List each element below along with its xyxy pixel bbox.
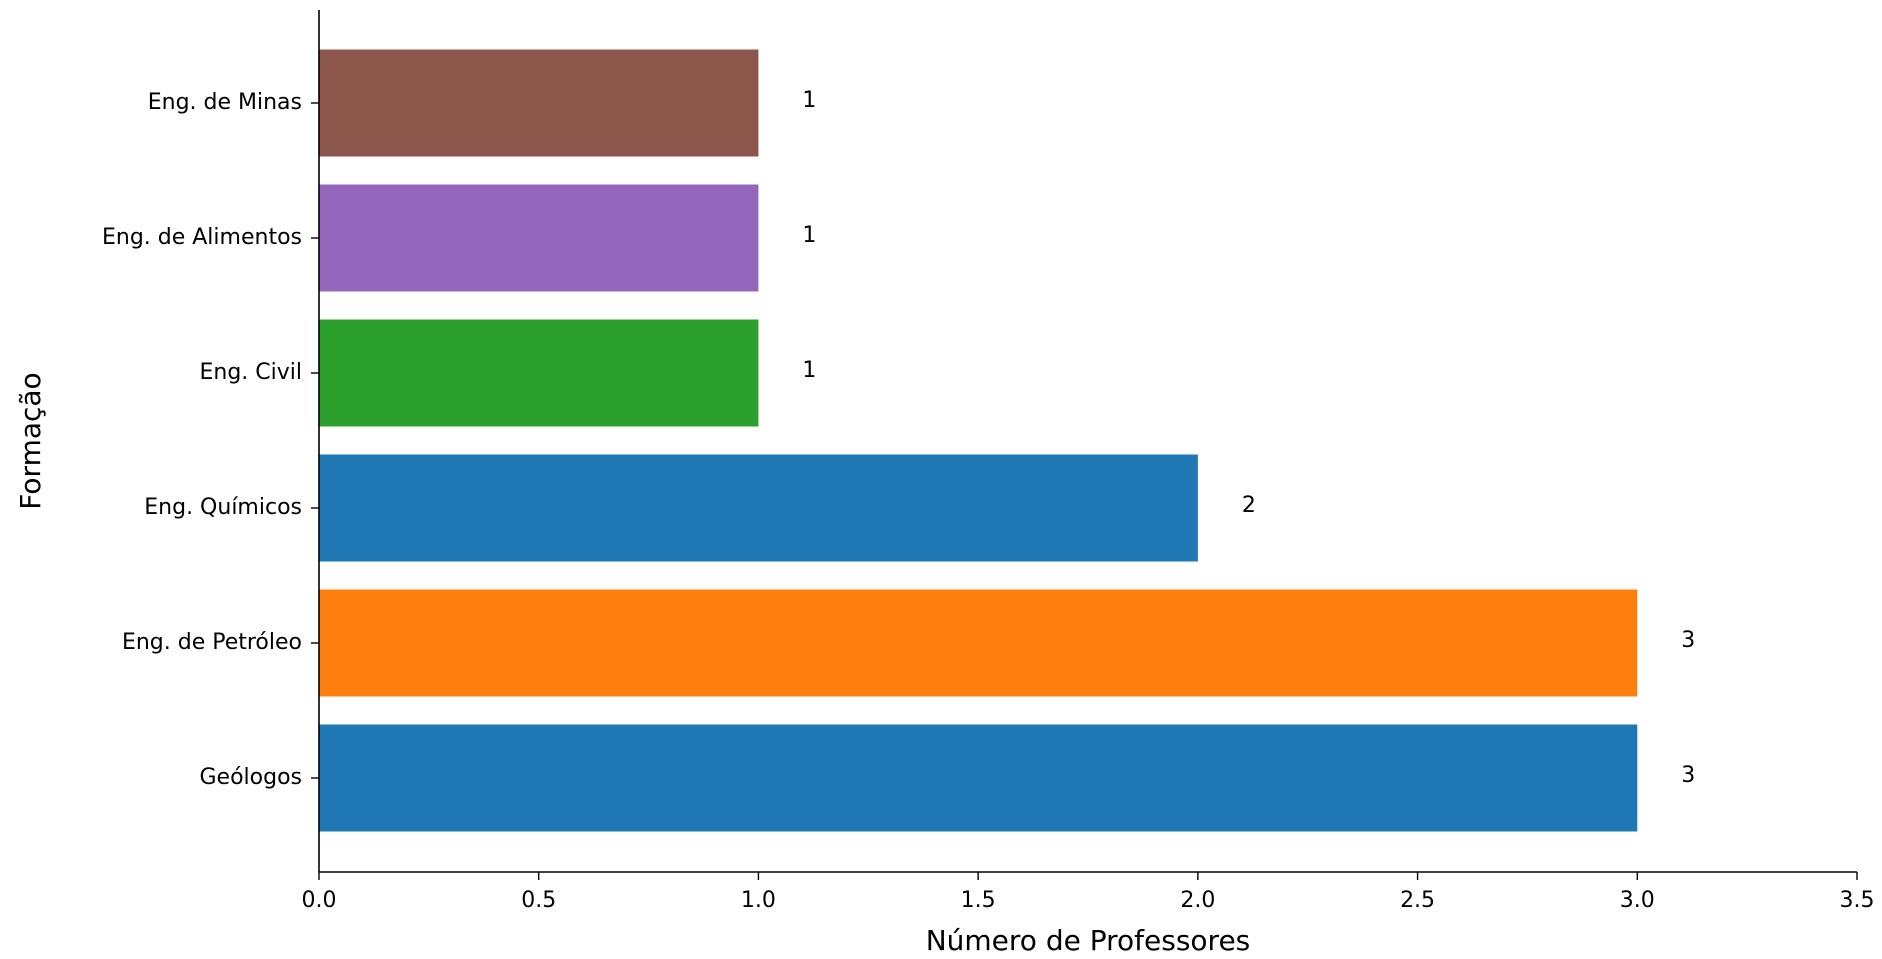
value-labels-layer: 3 3 2 1 1 1 bbox=[802, 88, 1695, 788]
bar-3 bbox=[319, 454, 1198, 562]
y-tick-label: Eng. de Alimentos bbox=[102, 225, 302, 250]
bar-value-label: 1 bbox=[802, 88, 816, 113]
y-axis-title: Formação bbox=[14, 372, 47, 509]
bar-5 bbox=[319, 184, 759, 292]
bar-value-label: 2 bbox=[1242, 493, 1256, 518]
x-tick-label: 2.0 bbox=[1180, 888, 1215, 913]
x-tick-label: 1.0 bbox=[741, 888, 776, 913]
x-tick-label: 3.0 bbox=[1620, 888, 1655, 913]
bar-value-label: 1 bbox=[802, 358, 816, 383]
bar-value-label: 1 bbox=[802, 223, 816, 248]
x-tick-label: 1.5 bbox=[961, 888, 996, 913]
y-tick-label: Eng. Químicos bbox=[144, 495, 302, 520]
y-tick-label: Geólogos bbox=[199, 765, 302, 790]
bar-2 bbox=[319, 589, 1638, 697]
x-tick-label: 2.5 bbox=[1400, 888, 1435, 913]
bar-value-label: 3 bbox=[1681, 763, 1695, 788]
bar-4 bbox=[319, 319, 759, 427]
bar-value-label: 3 bbox=[1681, 628, 1695, 653]
x-tick-label: 0.0 bbox=[302, 888, 337, 913]
x-tick-label: 0.5 bbox=[521, 888, 556, 913]
x-ticks-layer: 0.0 0.5 1.0 1.5 2.0 2.5 3.0 3.5 bbox=[302, 872, 1875, 913]
bar-1 bbox=[319, 724, 1638, 832]
y-tick-label: Eng. Civil bbox=[199, 360, 302, 385]
bar-6 bbox=[319, 49, 759, 157]
bars-layer bbox=[319, 49, 1638, 832]
x-tick-label: 3.5 bbox=[1840, 888, 1875, 913]
y-tick-label: Eng. de Minas bbox=[148, 90, 302, 115]
y-tick-label: Eng. de Petróleo bbox=[122, 630, 302, 655]
x-axis-title: Número de Professores bbox=[926, 924, 1251, 957]
y-ticks-layer: Geólogos Eng. de Petróleo Eng. Químicos Eng… bbox=[102, 90, 319, 790]
